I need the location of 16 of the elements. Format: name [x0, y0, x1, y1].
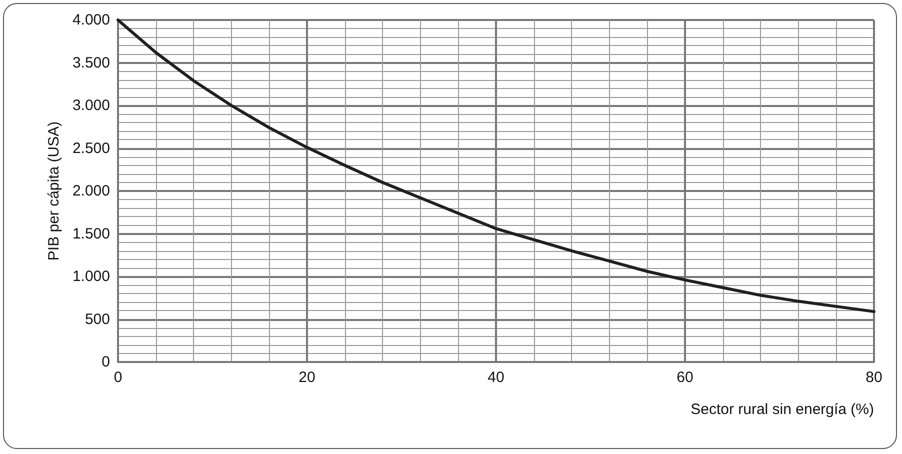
y-tick-label: 3.000	[72, 97, 110, 114]
y-tick-label: 2.000	[72, 182, 110, 200]
y-tick-label: 4.000	[72, 12, 110, 28]
x-tick-label: 40	[488, 369, 504, 386]
y-tick-label: 1.500	[72, 225, 110, 242]
x-axis-title: Sector rural sin energía (%)	[690, 401, 874, 418]
y-tick-label: 0	[102, 354, 110, 370]
x-tick-label: 20	[298, 369, 316, 386]
y-tick-label: 1.000	[72, 268, 110, 285]
y-tick-label: 2.500	[72, 140, 110, 157]
x-tick-label: 0	[114, 369, 122, 386]
x-tick-label: 60	[676, 369, 694, 386]
y-tick-label: 500	[84, 310, 110, 328]
y-axis-title: PIB per cápita (USA)	[46, 121, 63, 261]
y-tick-label: 3.500	[72, 54, 110, 72]
x-tick-label: 80	[866, 369, 882, 386]
